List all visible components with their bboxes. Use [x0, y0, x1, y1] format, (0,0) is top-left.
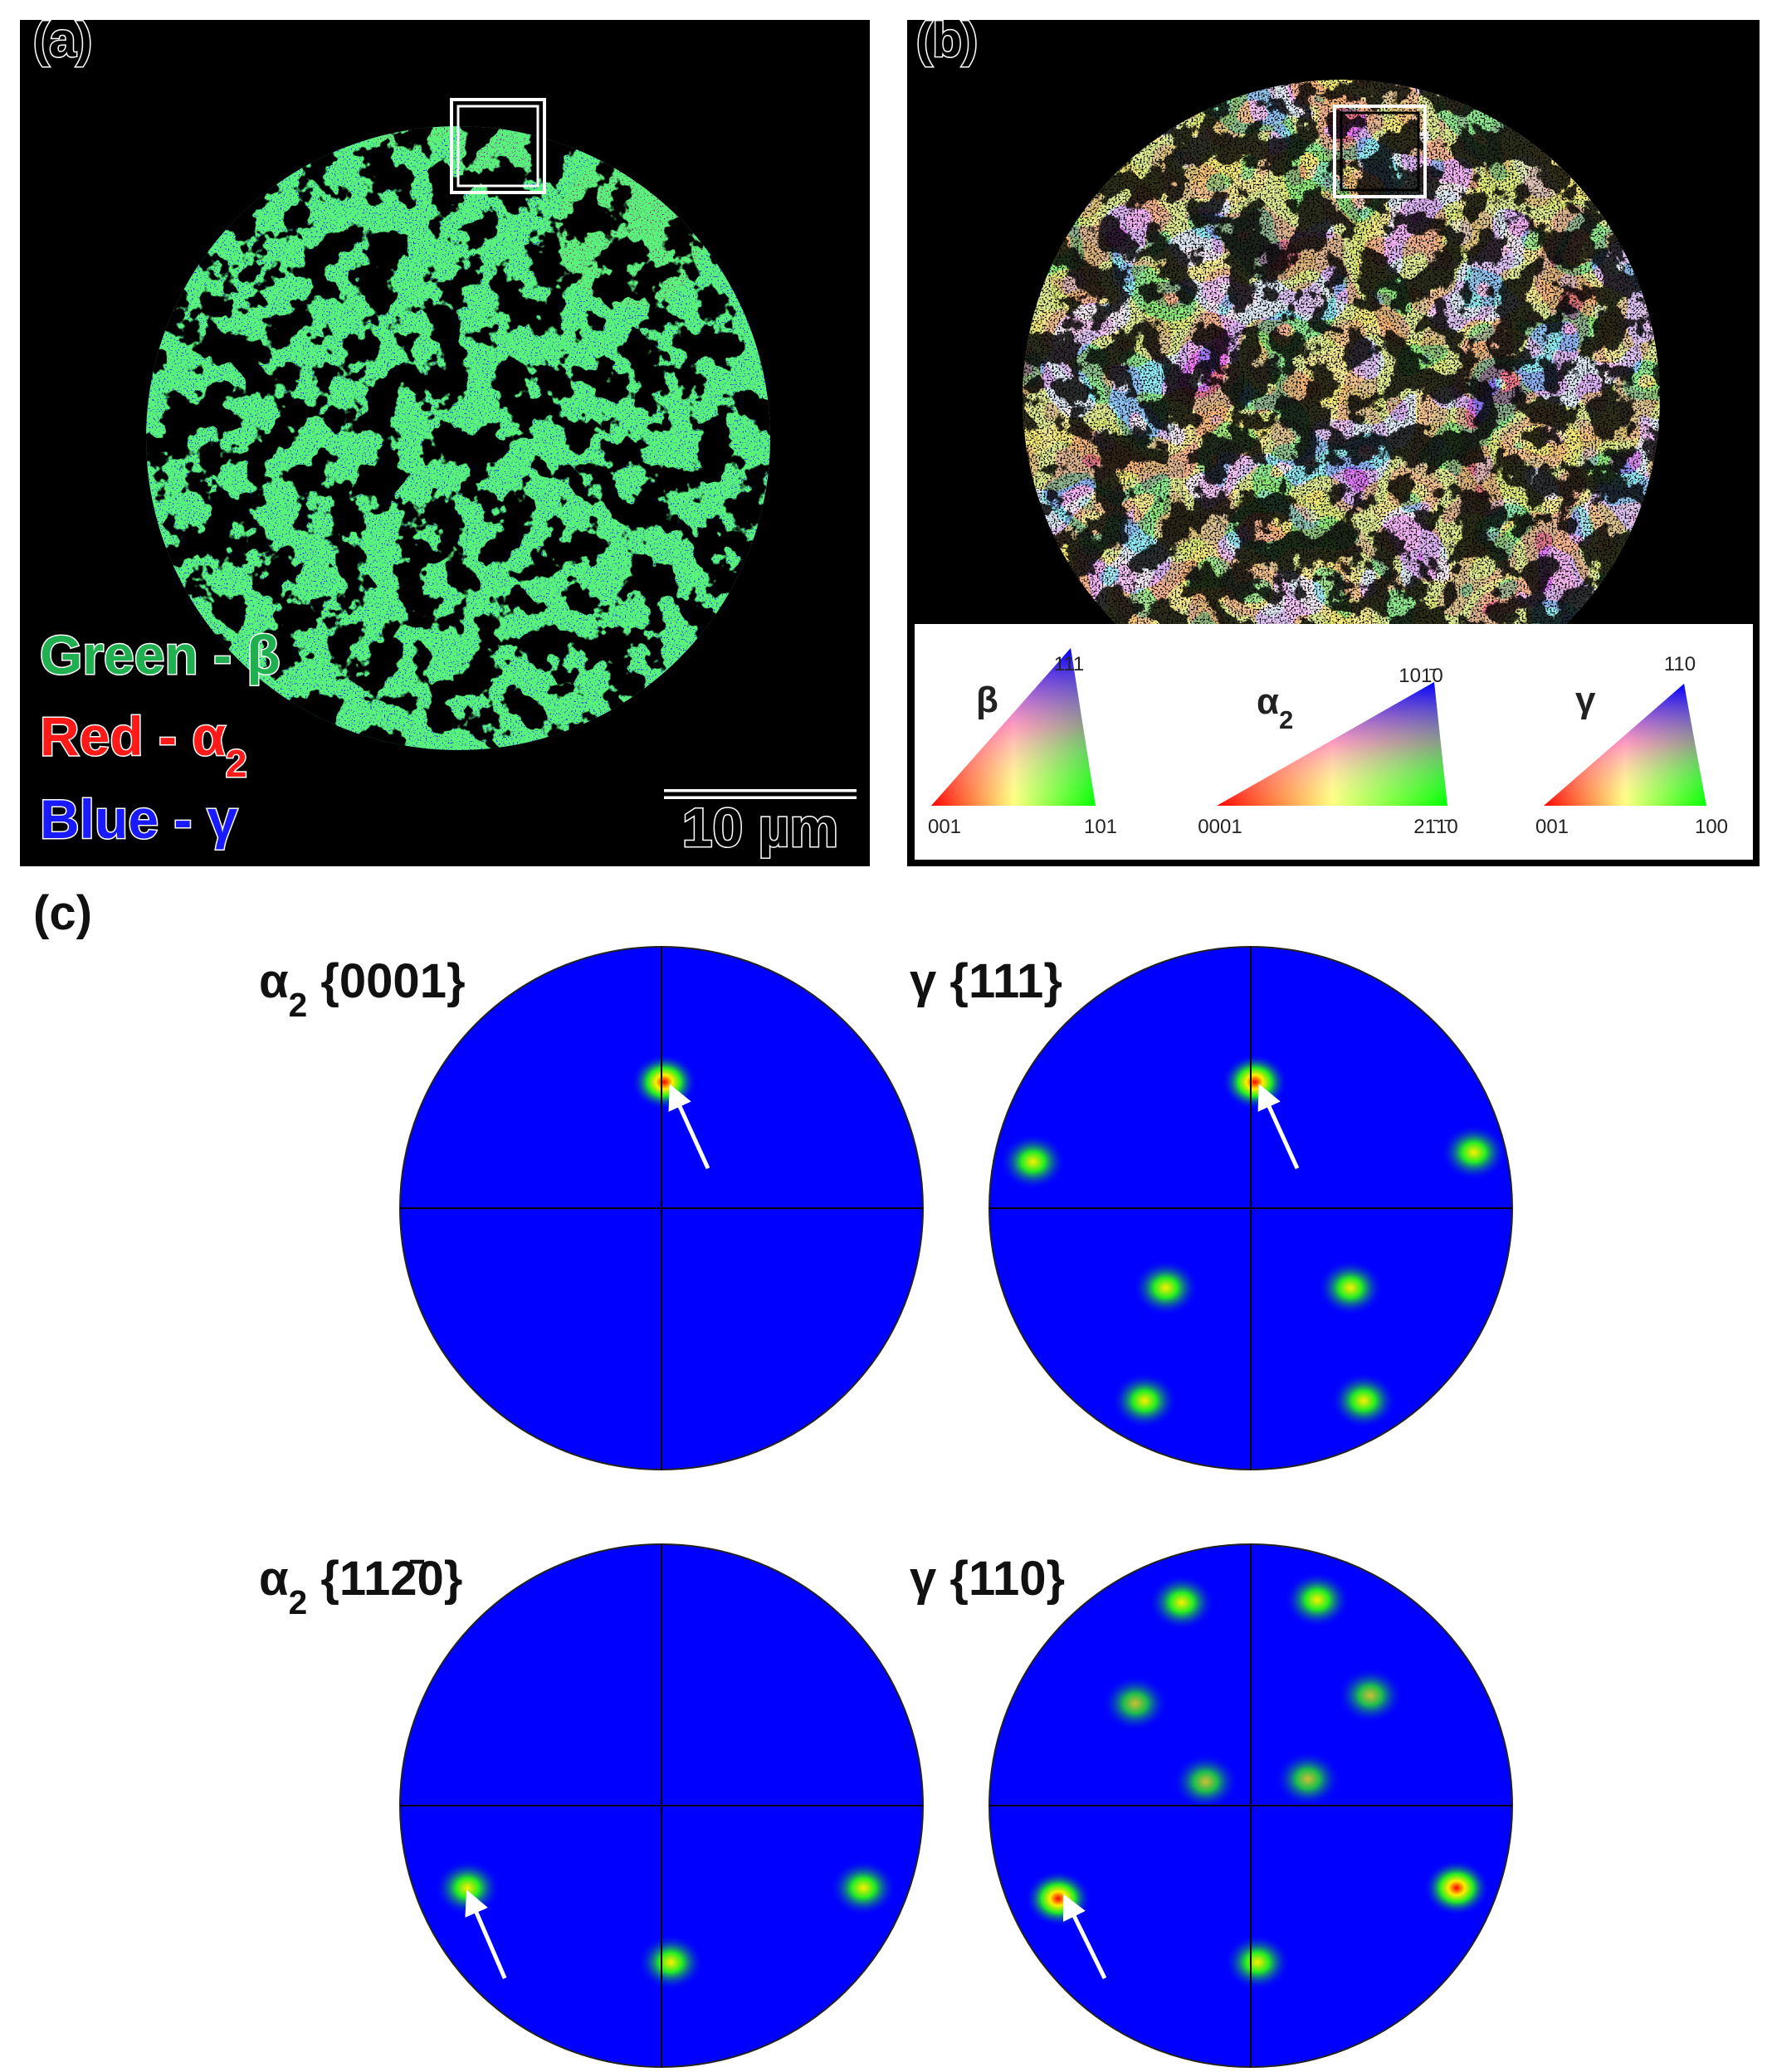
corner-label: 001 [928, 816, 961, 838]
arrow [1062, 1894, 1107, 1980]
intensity-spot [1221, 1054, 1288, 1110]
intensity-spot [1274, 1751, 1341, 1807]
panel-label: (b) [916, 13, 978, 67]
intensity-spot [1132, 1260, 1199, 1316]
text-part: γ {110} [910, 1552, 1065, 1606]
intensity-spot [1337, 1667, 1403, 1724]
ipf-triangle-shade [931, 648, 1096, 806]
corner-label: 0001 [1198, 816, 1242, 838]
arrow [465, 1889, 507, 1979]
panel-a: 10 µm (a) Green - β Red - α2 Blue - γ [20, 12, 870, 866]
intensity-spot [1111, 1372, 1178, 1429]
intensity-spot [1224, 1933, 1291, 1991]
intensity-spot [1440, 1124, 1507, 1181]
intensity-spot [1025, 1870, 1091, 1927]
corner-label: 100 [1695, 816, 1728, 838]
subscript: 2 [289, 986, 308, 1024]
subscript: 2 [226, 742, 247, 785]
arrow [1257, 1084, 1300, 1170]
intensity-spot [830, 1860, 897, 1917]
pole-figures: α2 {0001} γ {111}α2 {112̄0} γ {110} [259, 946, 1513, 2068]
intensity-spot [1423, 1860, 1490, 1917]
intensity-spot [1330, 1372, 1397, 1429]
pole-figure-title: α2 {0001} [259, 954, 466, 1024]
text-part: α [259, 1552, 289, 1606]
text-part: Red - α [40, 705, 226, 767]
orientation-map [1023, 80, 1660, 639]
subscript: 2 [1279, 705, 1293, 734]
ipf-triangle-shade [1217, 682, 1447, 806]
legend-entry: Green - β [40, 624, 281, 685]
text-part: Green - β [40, 624, 281, 685]
text-part: {0001} [307, 954, 465, 1008]
pole-figure: α2 {112̄0} [259, 1543, 924, 2068]
corner-label: 001 [1535, 816, 1569, 838]
ipf-keys: β 111 001 101 α2 101̄0 0001 21̄1̄0 γ 110 001 100 [928, 648, 1728, 838]
subscript: 2 [289, 1583, 308, 1621]
intensity-spot [1284, 1572, 1350, 1628]
intensity-spot [1172, 1753, 1239, 1811]
pole-figure: γ {111} [910, 946, 1513, 1470]
intensity-spot [999, 1134, 1067, 1190]
intensity-spot [637, 1933, 705, 1991]
pole-figure-title: α2 {112̄0} [259, 1552, 462, 1621]
text-part: {112̄0} [307, 1552, 462, 1606]
corner-label: 101̄0 [1398, 665, 1442, 687]
pole-figure-title: γ {111} [910, 954, 1062, 1008]
text-part: α [259, 954, 289, 1008]
intensity-spot [1148, 1574, 1215, 1631]
text-part: α [1257, 681, 1279, 722]
intensity-spot [631, 1054, 698, 1110]
legend-entry: Red - α2 [40, 705, 247, 785]
corner-label: 111 [1054, 653, 1084, 675]
pole-figure-title: γ {110} [910, 1552, 1065, 1606]
panel-label: (c) [33, 886, 92, 940]
phase-label: α2 [1257, 681, 1293, 734]
text-part: γ {111} [910, 954, 1062, 1008]
panel-label: (a) [33, 13, 92, 67]
ipf-triangle-shade [1544, 684, 1706, 806]
pole-figure: γ {110} [910, 1543, 1513, 2068]
pole-figure: α2 {0001} [259, 946, 924, 1470]
legend-entry: Blue - γ [40, 788, 238, 850]
phase-map [146, 126, 770, 750]
phase-label: γ [1575, 680, 1596, 720]
corner-label: 21̄1̄0 [1413, 816, 1457, 838]
intensity-spot [1101, 1675, 1169, 1732]
text-part: Blue - γ [40, 788, 238, 850]
text-part: γ [1575, 680, 1596, 720]
intensity-spot [1317, 1260, 1384, 1316]
phase-label: β [976, 680, 998, 720]
intensity-spot [434, 1860, 501, 1917]
corner-label: 110 [1664, 653, 1696, 675]
arrow [668, 1084, 710, 1170]
text-part: β [976, 680, 998, 720]
corner-label: 101 [1084, 816, 1117, 838]
panel-b: (b) β 111 001 101 α2 101̄0 0001 21̄1̄0 γ 110 001 10… [907, 12, 1760, 866]
scale-bar-label: 10 µm [682, 797, 838, 858]
